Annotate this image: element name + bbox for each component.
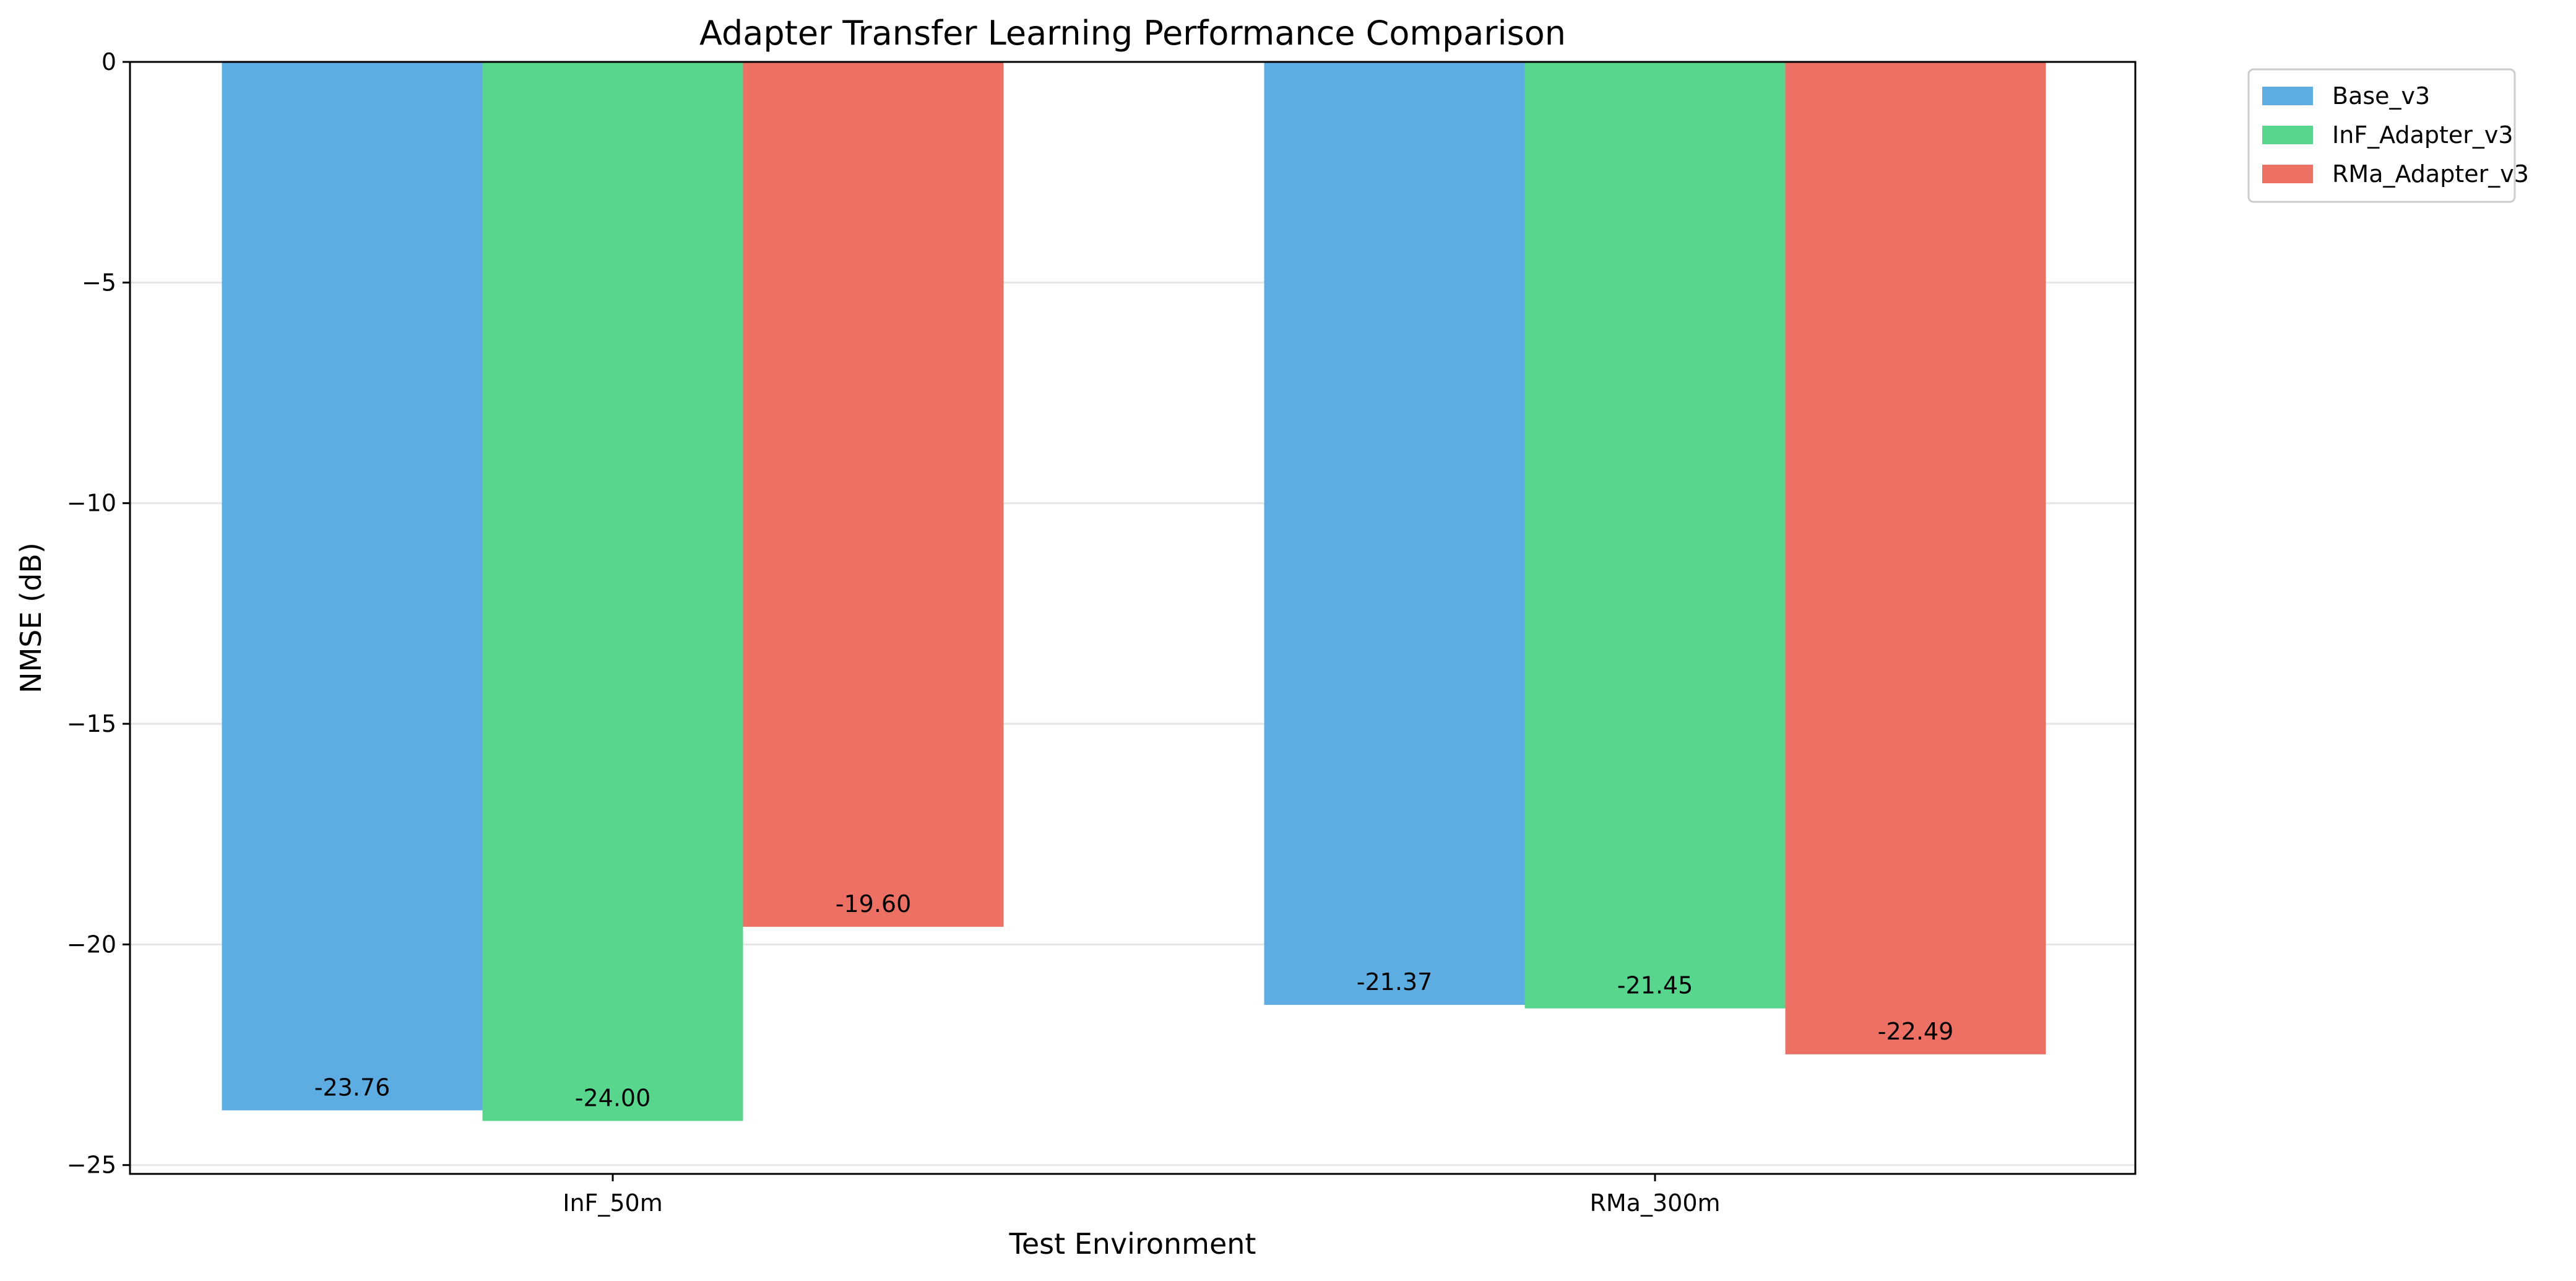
legend: Base_v3 InF_Adapter_v3 RMa_Adapter_v3 <box>2247 68 2529 203</box>
bar-rma-adapter-v3-rma-300m <box>1785 62 2046 1054</box>
y-axis-label: NMSE (dB) <box>14 542 48 693</box>
bar-value-label: -21.45 <box>1617 972 1693 999</box>
legend-swatch-inf-adapter <box>2262 126 2313 144</box>
bar-value-label: -23.76 <box>314 1074 391 1101</box>
bar-rma-adapter-v3-inf-50m <box>743 62 1004 927</box>
bar-value-label: -22.49 <box>1878 1018 1954 1045</box>
y-tick-label: −25 <box>67 1152 116 1179</box>
value-labels: -23.76 -24.00 -19.60 -21.37 -21.45 -22.49 <box>314 890 1954 1112</box>
y-tick-label: −5 <box>82 269 116 296</box>
y-tick-label: −10 <box>67 490 116 517</box>
legend-label-rma-adapter: RMa_Adapter_v3 <box>2332 160 2529 188</box>
x-axis-label: Test Environment <box>1009 1227 1256 1261</box>
bar-inf-adapter-v3-rma-300m <box>1524 62 1786 1009</box>
y-tick-label: −15 <box>67 710 116 737</box>
bar-inf-adapter-v3-inf-50m <box>482 62 743 1121</box>
bar-base-v3-inf-50m <box>222 62 483 1111</box>
legend-swatch-rma-adapter <box>2262 165 2313 183</box>
chart-title: Adapter Transfer Learning Performance Co… <box>699 14 1566 53</box>
axis-ticks: 0 −5 −10 −15 −20 −25 InF_50m RMa_300m <box>67 48 1721 1217</box>
y-tick-label: −20 <box>67 931 116 958</box>
x-tick-label: RMa_300m <box>1589 1189 1720 1217</box>
legend-label-inf-adapter: InF_Adapter_v3 <box>2332 121 2513 149</box>
plot-frame <box>129 61 2137 1175</box>
legend-label-base: Base_v3 <box>2332 82 2430 110</box>
bars <box>222 62 2046 1121</box>
y-tick-label: 0 <box>102 48 116 76</box>
bar-value-label: -24.00 <box>575 1084 651 1111</box>
x-tick-label: InF_50m <box>563 1189 663 1217</box>
bar-base-v3-rma-300m <box>1264 62 1525 1005</box>
bar-value-label: -21.37 <box>1357 968 1433 996</box>
legend-swatch-base <box>2262 87 2313 105</box>
legend-frame <box>2247 68 2516 203</box>
bar-value-label: -19.60 <box>836 890 912 918</box>
